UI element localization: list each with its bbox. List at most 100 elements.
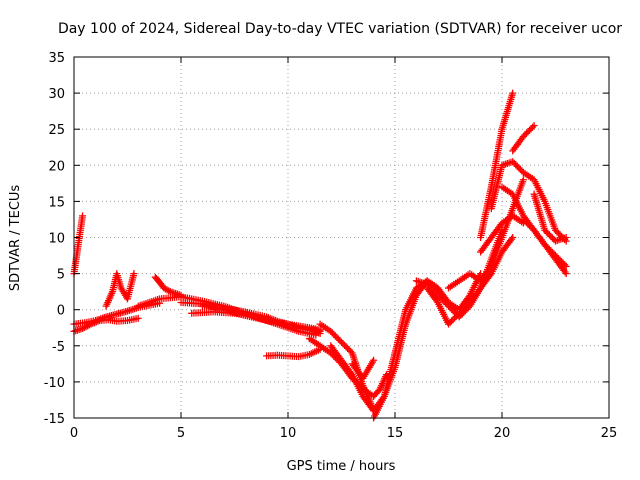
data-point [486,271,494,279]
data-point [134,314,142,322]
data-point [524,220,532,228]
data-point [327,349,335,357]
series-track-09 [198,302,324,338]
y-tick-label: 30 [48,87,65,102]
data-point [445,320,452,328]
series-track-04 [102,270,138,310]
data-point [341,341,349,349]
series-track-03 [70,299,164,328]
data-point [458,306,466,314]
data-point [522,219,530,227]
data-point [519,215,527,223]
data-point [449,307,457,315]
data-point [558,258,566,266]
data-point [331,332,339,340]
data-point [519,176,527,184]
data-point [521,217,529,225]
x-tick-label: 0 [70,426,78,441]
data-point [338,338,345,346]
data-point [509,158,517,166]
data-point [555,229,563,237]
data-point [556,231,564,239]
data-point [515,164,523,172]
data-point [443,301,451,309]
data-point [441,299,449,307]
y-tick-label: 10 [48,232,65,247]
data-point [547,232,555,240]
data-point [508,235,516,243]
y-tick-label: -10 [44,376,65,391]
data-point [449,315,457,323]
data-point [328,329,336,337]
data-point [527,223,535,231]
data-point [327,327,335,335]
axis-ticks: 0 5 10 15 20 25 -15 -10 -5 0 5 10 15 20 25 30 35 [44,51,618,441]
data-point [556,256,564,264]
data-point [521,131,529,139]
data-point [437,294,445,302]
data-point [547,247,555,255]
data-point [544,229,552,237]
data-point [548,248,556,256]
data-point [542,242,550,250]
y-tick-label: 5 [57,268,65,283]
data-point [165,287,173,295]
data-point [333,334,341,342]
data-point [434,291,442,299]
data-point [562,270,570,278]
data-point [509,89,517,97]
y-tick-label: 35 [48,51,65,66]
data-point [347,369,355,377]
data-point [548,234,556,242]
series-track-10 [263,345,324,361]
data-point [545,231,553,239]
data-point [446,319,454,327]
data-point [555,255,563,263]
data-point [512,161,520,169]
y-tick-label: -5 [52,340,65,355]
series-track-24 [519,215,570,270]
data-point [445,302,452,310]
data-point [519,132,527,140]
data-point [342,343,350,351]
data-point [79,212,87,220]
data-point [552,226,559,234]
data-point [486,264,494,272]
x-tick-label: 25 [601,426,618,441]
x-tick-label: 10 [280,426,297,441]
data-point [370,356,378,364]
y-tick-label: -15 [44,412,65,427]
data-point [435,293,443,301]
data-point [455,309,463,317]
y-tick-label: 0 [57,304,65,319]
x-tick-label: 20 [494,426,511,441]
data-point [454,311,462,319]
series-track-22 [509,122,538,155]
data-point [561,261,569,269]
data-point [529,123,537,131]
data-point [130,270,138,278]
data-point [553,228,561,236]
data-point [542,228,550,236]
x-tick-label: 5 [177,426,185,441]
y-axis-label: SDTVAR / TECUs [8,185,23,292]
data-point [552,252,559,260]
data-point [460,305,468,313]
series-track-20 [477,89,517,241]
x-tick-label: 15 [387,426,404,441]
data-point [509,234,517,241]
series-track-25 [530,190,570,245]
x-axis-label: GPS time / hours [287,459,396,474]
data-point [334,335,342,343]
data-point [545,245,553,253]
data-point [513,162,521,170]
series-track-14 [348,356,378,382]
data-point [541,226,549,234]
data-point [526,222,534,230]
data-point [530,122,538,130]
data-point [510,159,518,167]
data-point [526,126,534,134]
data-point [550,250,558,258]
data-point [559,259,567,267]
data-point [345,346,353,354]
